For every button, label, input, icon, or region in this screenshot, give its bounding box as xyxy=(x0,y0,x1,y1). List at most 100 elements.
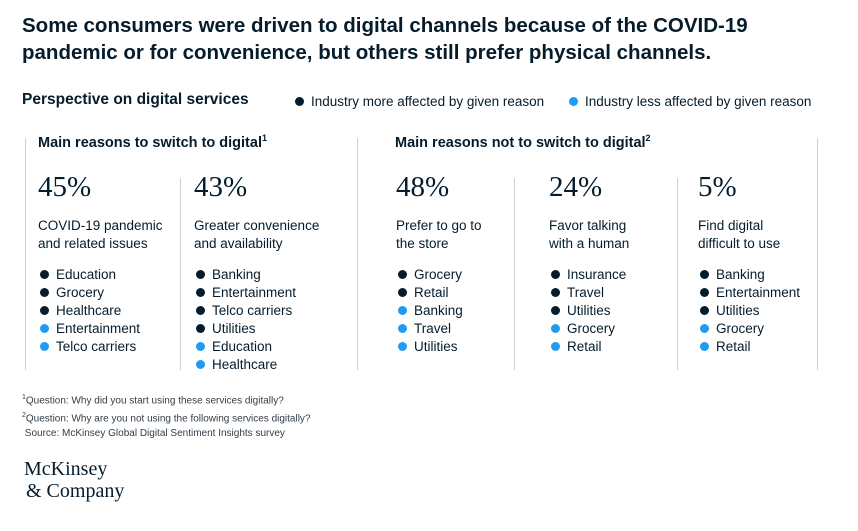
industry-label: Retail xyxy=(716,338,751,354)
industry-item: Healthcare xyxy=(38,301,163,319)
industry-item: Retail xyxy=(698,337,800,355)
title-line-2: pandemic or for convenience, but others … xyxy=(22,41,712,64)
industry-item: Telco carriers xyxy=(194,301,319,319)
reason-description: Favor talking with a human xyxy=(549,217,629,255)
section-title-not-switch-text: Main reasons not to switch to digital xyxy=(395,134,646,151)
industry-item: Entertainment xyxy=(38,319,163,337)
industry-label: Grocery xyxy=(716,320,765,336)
industry-dot-more xyxy=(196,269,205,279)
legend-label-less: Industry less affected by given reason xyxy=(585,94,812,109)
reason-column-1-1: 24% Favor talking with a human Insurance Tra… xyxy=(549,170,629,355)
logo-line-2: & Company xyxy=(26,480,125,502)
reason-description: Find digital difficult to use xyxy=(698,217,800,255)
industry-dot-more xyxy=(40,287,49,297)
industry-item: Travel xyxy=(396,319,482,337)
reason-description-line2: the store xyxy=(396,236,449,251)
industry-dot-more xyxy=(398,287,407,297)
industry-label: Utilities xyxy=(567,302,611,318)
industry-item: Retail xyxy=(549,337,629,355)
section-title-not-switch: Main reasons not to switch to digital2 xyxy=(395,133,651,151)
footnote-source-text: Source: McKinsey Global Digital Sentimen… xyxy=(24,427,285,439)
industry-dot-more xyxy=(398,269,407,279)
industry-list: Banking Entertainment Utilities Grocery Reta… xyxy=(698,265,800,355)
legend-dot-less xyxy=(569,97,578,106)
industry-item: Grocery xyxy=(549,319,629,337)
reason-description-line2: and related issues xyxy=(38,236,148,251)
industry-dot-more xyxy=(700,287,709,297)
industry-dot-more xyxy=(40,305,49,315)
industry-item: Utilities xyxy=(194,319,319,337)
footnote-source: Source: McKinsey Global Digital Sentimen… xyxy=(22,427,311,442)
footnote-2-text: Question: Why are you not using the foll… xyxy=(25,413,311,425)
industry-label: Grocery xyxy=(567,320,616,336)
divider-right xyxy=(817,138,818,370)
industry-dot-less xyxy=(398,323,407,333)
industry-dot-less xyxy=(398,305,407,315)
title-line-1: Some consumers were driven to digital ch… xyxy=(22,14,748,37)
reason-description-line1: Find digital xyxy=(698,218,764,233)
reason-percent: 24% xyxy=(549,171,603,203)
industry-label: Banking xyxy=(414,302,463,318)
reason-description-line2: with a human xyxy=(549,236,630,251)
reason-column-1-0: 48% Prefer to go to the store Grocery Retail… xyxy=(396,170,482,355)
reason-column-0-1: 43% Greater convenience and availability Ba… xyxy=(194,170,319,373)
section-title-not-switch-footnote: 2 xyxy=(645,133,651,143)
industry-item: Utilities xyxy=(549,301,629,319)
reason-description: Prefer to go to the store xyxy=(396,217,482,255)
section-title-switch: Main reasons to switch to digital1 xyxy=(38,133,267,151)
industry-dot-more xyxy=(196,323,205,333)
industry-label: Grocery xyxy=(56,284,105,300)
divider-col-1 xyxy=(180,178,181,370)
industry-label: Banking xyxy=(212,266,261,282)
industry-label: Retail xyxy=(414,284,449,300)
chart-title: Some consumers were driven to digital ch… xyxy=(22,12,822,66)
industry-label: Healthcare xyxy=(212,356,278,372)
legend-label-more: Industry more affected by given reason xyxy=(311,94,545,109)
industry-label: Entertainment xyxy=(212,284,297,300)
industry-item: Banking xyxy=(698,265,800,283)
industry-dot-less xyxy=(40,341,49,351)
industry-item: Grocery xyxy=(38,283,163,301)
perspective-label: Perspective on digital services xyxy=(22,91,249,108)
logo-line-1: McKinsey xyxy=(24,458,108,480)
reason-description-line2: and availability xyxy=(194,236,283,251)
reason-description-line1: COVID-19 pandemic xyxy=(38,218,163,233)
industry-dot-more xyxy=(551,305,560,315)
industry-dot-less xyxy=(551,323,560,333)
industry-item: Banking xyxy=(396,301,482,319)
footnote-1: 1Question: Why did you start using these… xyxy=(22,391,311,409)
industry-label: Entertainment xyxy=(716,284,801,300)
reason-description: COVID-19 pandemic and related issues xyxy=(38,217,163,255)
industry-dot-less xyxy=(40,323,49,333)
industry-list: Grocery Retail Banking Travel Utilities xyxy=(396,265,482,355)
industry-item: Grocery xyxy=(698,319,800,337)
industry-item: Utilities xyxy=(698,301,800,319)
industry-label: Entertainment xyxy=(56,320,141,336)
industry-label: Grocery xyxy=(414,266,463,282)
legend-item-more: Industry more affected by given reason xyxy=(295,94,544,109)
reason-description: Greater convenience and availability xyxy=(194,217,319,255)
divider-section xyxy=(357,138,358,370)
footnote-1-text: Question: Why did you start using these … xyxy=(25,395,284,407)
industry-dot-more xyxy=(551,269,560,279)
industry-dot-less xyxy=(700,341,709,351)
legend-dot-more xyxy=(295,97,304,106)
industry-label: Travel xyxy=(567,284,605,300)
industry-list: Banking Entertainment Telco carriers Utilit… xyxy=(194,265,319,373)
industry-dot-more xyxy=(196,305,205,315)
industry-item: Education xyxy=(194,337,319,355)
industry-label: Telco carriers xyxy=(212,302,293,318)
industry-label: Insurance xyxy=(567,266,627,282)
reason-percent: 5% xyxy=(698,171,737,203)
section-title-switch-footnote: 1 xyxy=(261,133,267,143)
industry-item: Retail xyxy=(396,283,482,301)
industry-item: Entertainment xyxy=(698,283,800,301)
industry-item: Healthcare xyxy=(194,355,319,373)
industry-item: Grocery xyxy=(396,265,482,283)
divider-left xyxy=(25,138,26,370)
section-title-switch-text: Main reasons to switch to digital xyxy=(38,134,262,151)
industry-list: Education Grocery Healthcare Entertainment T… xyxy=(38,265,163,355)
footnote-1-marker: 1 xyxy=(22,394,26,401)
industry-item: Insurance xyxy=(549,265,629,283)
reason-description-line1: Favor talking xyxy=(549,218,627,233)
